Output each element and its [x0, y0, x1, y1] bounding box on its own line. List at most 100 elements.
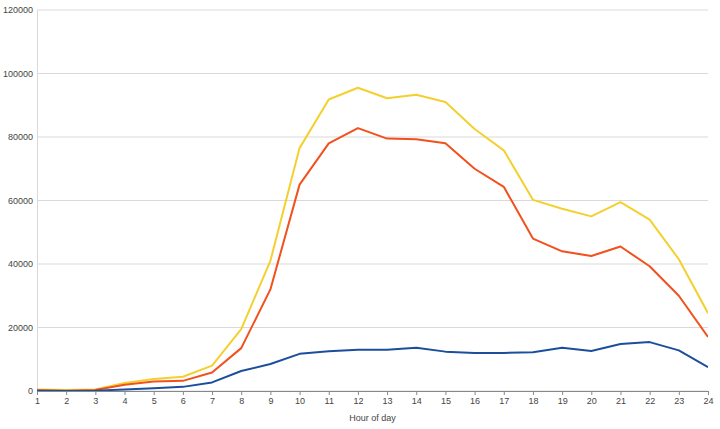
- series-line: [37, 88, 708, 390]
- grid-line: [37, 137, 708, 138]
- x-tick-mark: [95, 391, 96, 395]
- series-line: [37, 342, 708, 391]
- x-tick-label: 20: [587, 396, 597, 406]
- x-tick-mark: [562, 391, 563, 395]
- x-tick-mark: [445, 391, 446, 395]
- x-tick-label: 12: [353, 396, 363, 406]
- x-tick-label: 2: [64, 396, 69, 406]
- x-tick: 6: [181, 391, 186, 406]
- x-tick-label: 6: [181, 396, 186, 406]
- x-tick-label: 24: [703, 396, 713, 406]
- y-tick: 100000: [3, 69, 37, 79]
- y-tick: 40000: [8, 259, 37, 269]
- y-tick: 0: [28, 386, 37, 396]
- x-tick-mark: [270, 391, 271, 395]
- y-tick-label: 100000: [3, 69, 33, 79]
- y-axis-line: [37, 11, 38, 392]
- series-line: [37, 128, 708, 391]
- x-tick: 18: [528, 391, 538, 406]
- x-tick: 21: [616, 391, 626, 406]
- x-tick-mark: [591, 391, 592, 395]
- x-tick: 13: [383, 391, 393, 406]
- x-tick: 8: [239, 391, 244, 406]
- grid-line: [37, 264, 708, 265]
- y-tick-label: 0: [28, 386, 33, 396]
- x-tick-label: 16: [470, 396, 480, 406]
- x-tick-label: 15: [441, 396, 451, 406]
- y-axis: 0 20000 40000 60000 80000 100000 120000: [3, 5, 38, 396]
- x-tick: 5: [152, 391, 157, 406]
- y-tick-label: 20000: [8, 323, 33, 333]
- x-tick: 7: [210, 391, 215, 406]
- y-tick-label: 80000: [8, 132, 33, 142]
- y-tick-label: 60000: [8, 196, 33, 206]
- x-tick-label: 19: [558, 396, 568, 406]
- x-tick: 22: [645, 391, 655, 406]
- x-tick: 12: [353, 391, 363, 406]
- x-tick-label: 21: [616, 396, 626, 406]
- x-tick: 4: [123, 391, 128, 406]
- x-tick-label: 8: [239, 396, 244, 406]
- x-tick-label: 4: [123, 396, 128, 406]
- x-tick-mark: [241, 391, 242, 395]
- x-tick-mark: [620, 391, 621, 395]
- x-tick: 9: [268, 391, 273, 406]
- x-tick-mark: [387, 391, 388, 395]
- x-tick-label: 3: [93, 396, 98, 406]
- x-tick-label: 9: [268, 396, 273, 406]
- x-tick-mark: [212, 391, 213, 395]
- y-tick: 120000: [3, 5, 37, 15]
- x-tick-label: 17: [499, 396, 509, 406]
- x-tick: 23: [674, 391, 684, 406]
- x-tick-label: 13: [383, 396, 393, 406]
- x-tick-mark: [475, 391, 476, 395]
- x-tick-label: 7: [210, 396, 215, 406]
- grid-line: [37, 327, 708, 328]
- x-tick: 16: [470, 391, 480, 406]
- x-tick-mark: [125, 391, 126, 395]
- grid: [37, 10, 708, 391]
- x-tick-mark: [416, 391, 417, 395]
- y-tick: 80000: [8, 132, 37, 142]
- y-tick-label: 40000: [8, 259, 33, 269]
- x-tick-mark: [533, 391, 534, 395]
- x-tick-mark: [37, 391, 38, 395]
- x-tick-mark: [183, 391, 184, 395]
- grid-line: [37, 200, 708, 201]
- x-tick-label: 22: [645, 396, 655, 406]
- x-tick-mark: [66, 391, 67, 395]
- x-tick-mark: [300, 391, 301, 395]
- x-tick: 3: [93, 391, 98, 406]
- x-tick-label: 10: [295, 396, 305, 406]
- x-axis-line: [38, 392, 709, 396]
- x-tick: 19: [558, 391, 568, 406]
- chart: 0200004000060000800001000001200001234567…: [0, 0, 720, 429]
- x-tick: 15: [441, 391, 451, 406]
- x-axis: 123456789101112131415161718192021222324: [35, 391, 714, 406]
- x-tick: 2: [64, 391, 69, 406]
- x-tick: 17: [499, 391, 509, 406]
- x-tick-mark: [708, 391, 709, 395]
- y-tick: 20000: [8, 323, 37, 333]
- x-tick-label: 5: [152, 396, 157, 406]
- y-tick-label: 120000: [3, 5, 33, 15]
- x-tick-mark: [650, 391, 651, 395]
- x-tick: 10: [295, 391, 305, 406]
- x-tick-mark: [679, 391, 680, 395]
- x-tick: 11: [325, 391, 334, 406]
- x-tick: 1: [35, 391, 40, 406]
- x-tick-label: 18: [528, 396, 538, 406]
- x-tick-mark: [329, 391, 330, 395]
- grid-line: [37, 10, 708, 11]
- x-tick-mark: [154, 391, 155, 395]
- x-tick-label: 11: [325, 396, 334, 406]
- x-tick-mark: [504, 391, 505, 395]
- x-axis-title: Hour of day: [349, 413, 396, 423]
- x-tick: 14: [412, 391, 422, 406]
- x-tick-label: 1: [35, 396, 40, 406]
- x-tick: 20: [587, 391, 597, 406]
- plot-area: [37, 88, 708, 391]
- x-tick-mark: [358, 391, 359, 395]
- x-tick: 24: [703, 391, 713, 406]
- x-tick-label: 14: [412, 396, 422, 406]
